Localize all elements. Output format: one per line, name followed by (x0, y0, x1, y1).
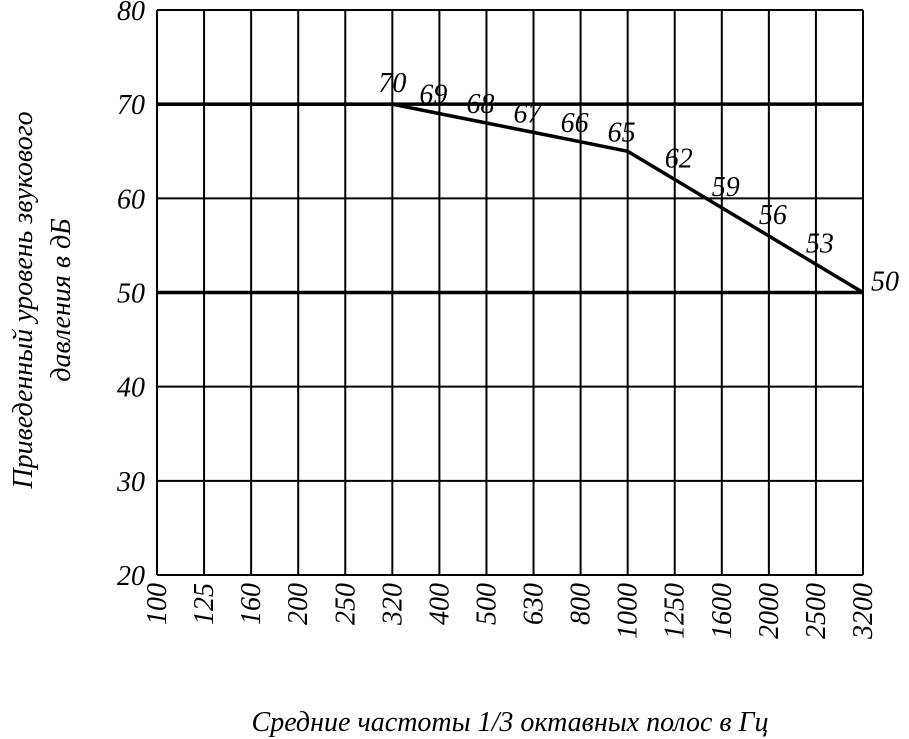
y-tick-label-60: 60 (117, 184, 145, 215)
point-label-67: 67 (514, 98, 543, 129)
x-tick-label-1250: 1250 (660, 583, 691, 639)
x-tick-labels: 100 125 160 200 250 320 400 500 630 800 1000 1250 16… (142, 583, 879, 640)
point-label-56: 56 (759, 200, 787, 231)
point-label-65: 65 (608, 117, 636, 148)
x-tick-label-200: 200 (283, 583, 314, 625)
point-label-53: 53 (806, 228, 834, 259)
x-tick-label-2000: 2000 (754, 583, 785, 639)
y-axis-title-line2: давления в дБ (46, 218, 77, 381)
x-tick-label-320: 320 (377, 583, 408, 626)
y-tick-label-30: 30 (116, 467, 145, 498)
x-tick-label-2500: 2500 (801, 583, 832, 639)
y-tick-label-40: 40 (117, 373, 145, 404)
point-label-62: 62 (665, 144, 693, 175)
y-tick-label-70: 70 (117, 90, 145, 121)
point-label-66: 66 (561, 108, 589, 139)
x-tick-label-500: 500 (471, 583, 502, 625)
point-label-59: 59 (712, 172, 740, 203)
x-tick-label-100: 100 (142, 583, 173, 625)
series-line-group (157, 102, 864, 295)
x-tick-label-125: 125 (189, 583, 220, 625)
x-tick-label-400: 400 (424, 583, 455, 625)
x-axis-title: Средние частоты 1/3 октавных полос в Гц (252, 707, 769, 738)
y-tick-label-80: 80 (117, 0, 145, 27)
x-tick-label-250: 250 (330, 583, 361, 625)
point-label-69: 69 (419, 80, 447, 111)
series-line (157, 102, 864, 295)
x-tick-label-1000: 1000 (613, 583, 644, 639)
x-tick-label-630: 630 (519, 583, 550, 625)
y-tick-label-20: 20 (117, 561, 145, 592)
x-tick-label-1600: 1600 (707, 583, 738, 639)
y-tick-label-50: 50 (117, 279, 145, 310)
point-label-68: 68 (466, 89, 494, 120)
point-label-70: 70 (378, 68, 406, 99)
x-tick-label-3200: 3200 (848, 583, 879, 640)
x-tick-label-160: 160 (236, 583, 267, 625)
x-tick-label-800: 800 (566, 583, 597, 625)
point-labels: 70 69 68 67 66 65 62 59 56 53 50 (378, 68, 899, 297)
point-label-50: 50 (871, 267, 899, 298)
y-tick-labels: 20 30 40 50 60 70 80 (116, 0, 145, 592)
y-axis-title-line1: Приведенный уровень звукового (8, 111, 39, 489)
